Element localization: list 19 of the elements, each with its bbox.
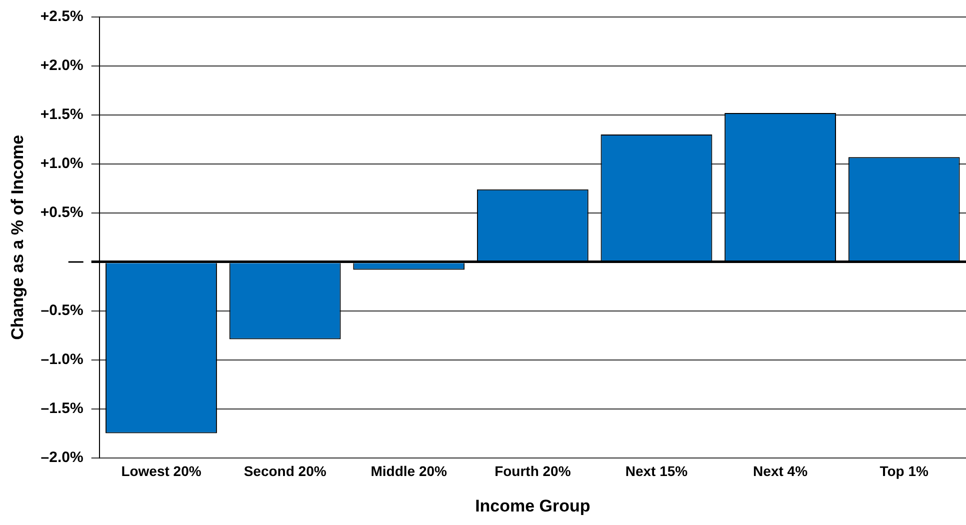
x-tick-label: Middle 20% [370, 463, 448, 480]
y-tick-label: +0.5% [40, 204, 84, 222]
y-tick-label: +2.5% [40, 8, 84, 26]
y-tick-label: +1.5% [40, 106, 84, 124]
x-tick-label: Next 15% [625, 463, 688, 480]
y-tick-label: +2.0% [40, 57, 84, 74]
x-tick-label: Fourth 20% [494, 463, 572, 480]
y-tick-label: — [68, 253, 84, 270]
y-tick-label: +1.0% [40, 155, 84, 172]
x-tick-label: Second 20% [244, 463, 327, 480]
y-tick-label: –0.5% [40, 302, 84, 320]
x-tick-label: Top 1% [880, 463, 930, 480]
y-axis-title: Change as a % of Income [8, 134, 27, 340]
y-tick-label: –1.0% [40, 350, 84, 368]
y-tick-label: –2.0% [40, 448, 84, 466]
x-tick-label: Lowest 20% [121, 463, 202, 480]
y-tick-label: –1.5% [40, 400, 84, 417]
x-tick-label: Next 4% [753, 463, 808, 480]
x-axis-title: Income Group [475, 496, 590, 516]
